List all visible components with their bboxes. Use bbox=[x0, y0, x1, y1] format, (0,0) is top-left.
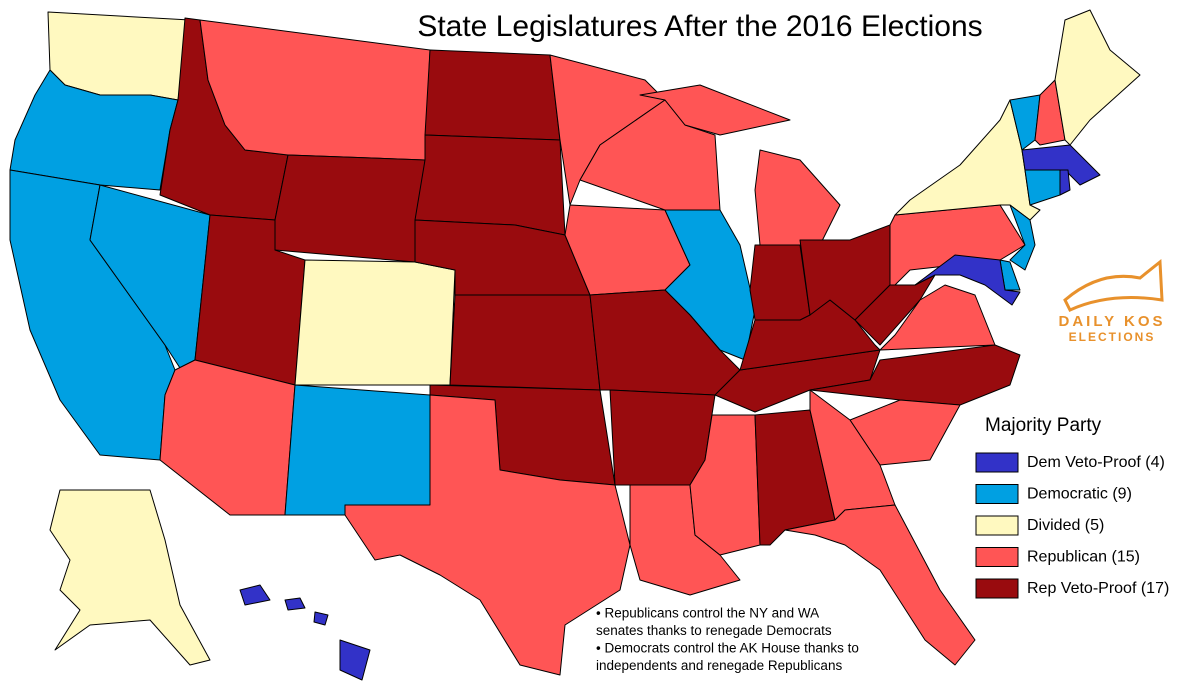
map-title: State Legislatures After the 2016 Electi… bbox=[417, 10, 982, 43]
logo: DAILY KOS ELECTIONS bbox=[1058, 259, 1165, 344]
note-line: senates thanks to renegade Democrats bbox=[596, 623, 832, 638]
logo-text: ELECTIONS bbox=[1069, 330, 1156, 344]
state bbox=[414, 134, 566, 236]
state bbox=[49, 489, 211, 666]
states bbox=[9, 9, 1141, 681]
state bbox=[749, 244, 811, 321]
state bbox=[784, 504, 976, 666]
notes: • Republicans control the NY and WA senat… bbox=[596, 606, 859, 674]
state bbox=[664, 209, 756, 361]
state bbox=[914, 254, 1021, 306]
state bbox=[284, 597, 306, 611]
state bbox=[294, 259, 456, 386]
legend-swatch bbox=[975, 578, 1019, 599]
note-line: • Democrats control the AK House thanks … bbox=[596, 641, 859, 656]
note-line: • Republicans control the NY and WA bbox=[596, 606, 819, 621]
legend-label: Democratic (9) bbox=[1027, 486, 1132, 503]
legend-label: Republican (15) bbox=[1027, 549, 1140, 566]
legend: Dem Veto-Proof (4) Democratic (9) Divided … bbox=[975, 452, 1169, 599]
legend-label: Dem Veto-Proof (4) bbox=[1027, 454, 1165, 471]
state bbox=[639, 84, 791, 136]
state bbox=[449, 294, 601, 391]
state bbox=[284, 384, 431, 516]
legend-label: Divided (5) bbox=[1027, 517, 1104, 534]
state bbox=[1059, 169, 1071, 196]
state bbox=[344, 394, 631, 676]
state bbox=[1009, 204, 1036, 271]
state bbox=[313, 611, 329, 626]
state bbox=[239, 584, 271, 606]
state bbox=[274, 154, 426, 263]
legend-swatch bbox=[975, 515, 1019, 536]
note-line: independents and renegade Republicans bbox=[596, 658, 842, 673]
state bbox=[339, 639, 371, 681]
legend-title: Majority Party bbox=[985, 415, 1102, 436]
legend-swatch bbox=[975, 547, 1019, 567]
legend-swatch bbox=[975, 452, 1019, 473]
state bbox=[424, 49, 561, 141]
logo-text: DAILY KOS bbox=[1058, 313, 1165, 330]
logo-flag bbox=[1063, 259, 1164, 312]
state bbox=[1054, 9, 1141, 146]
legend-label: Rep Veto-Proof (17) bbox=[1027, 580, 1169, 597]
legend-swatch bbox=[975, 484, 1019, 504]
state bbox=[809, 344, 1021, 406]
